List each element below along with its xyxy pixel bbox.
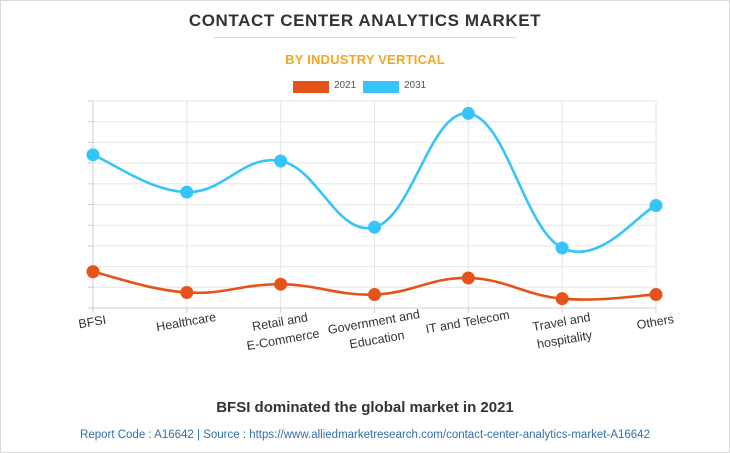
data-point-2021[interactable] [274, 277, 288, 291]
data-point-2021[interactable] [649, 288, 663, 302]
x-axis-label: Retail andE-Commerce [243, 309, 321, 353]
x-axis-label: Healthcare [155, 310, 217, 334]
line-chart: BFSI Healthcare Retail andE-CommerceGovern… [77, 100, 675, 355]
chart-subtitle: BY INDUSTRY VERTICAL [285, 52, 445, 67]
data-point-2031[interactable] [180, 185, 194, 199]
data-point-2021[interactable] [461, 271, 475, 285]
legend-item-2021[interactable]: 2021 [293, 79, 363, 95]
legend-swatch-2021 [293, 81, 329, 93]
x-axis-label-line: BFSI [77, 313, 107, 332]
x-axis-label: Government andEducation [327, 307, 424, 355]
footer-source[interactable]: Report Code : A16642 | Source : https://… [80, 429, 650, 441]
legend-item-2031[interactable]: 2031 [363, 79, 433, 95]
data-point-2021[interactable] [180, 285, 194, 299]
x-axis-label-line: Healthcare [155, 310, 217, 334]
footer-headline: BFSI dominated the global market in 2021 [216, 399, 514, 416]
chart-legend: 2021 2031 [0, 79, 730, 95]
data-point-2031[interactable] [649, 199, 663, 213]
data-point-2031[interactable] [86, 148, 100, 162]
x-axis-label: BFSI [77, 313, 107, 332]
title-divider [214, 37, 516, 38]
data-point-2021[interactable] [86, 265, 100, 279]
data-point-2021[interactable] [555, 292, 569, 306]
x-axis-label: Travel andhospitality [531, 310, 594, 352]
chart-title: CONTACT CENTER ANALYTICS MARKET [188, 11, 542, 30]
x-axis-label: IT and Telecom [425, 308, 511, 337]
legend-label-2031: 2031 [404, 80, 427, 91]
data-point-2031[interactable] [368, 220, 381, 234]
legend-label-2021: 2021 [334, 80, 357, 91]
x-axis-label-line: IT and Telecom [425, 308, 511, 337]
x-axis-label-line: Others [636, 312, 675, 332]
legend-swatch-2031 [363, 81, 399, 93]
x-axis-label: Others [636, 312, 675, 332]
data-point-2031[interactable] [555, 241, 569, 255]
data-point-2021[interactable] [368, 288, 381, 302]
data-point-2031[interactable] [274, 154, 288, 168]
data-point-2031[interactable] [461, 106, 475, 120]
